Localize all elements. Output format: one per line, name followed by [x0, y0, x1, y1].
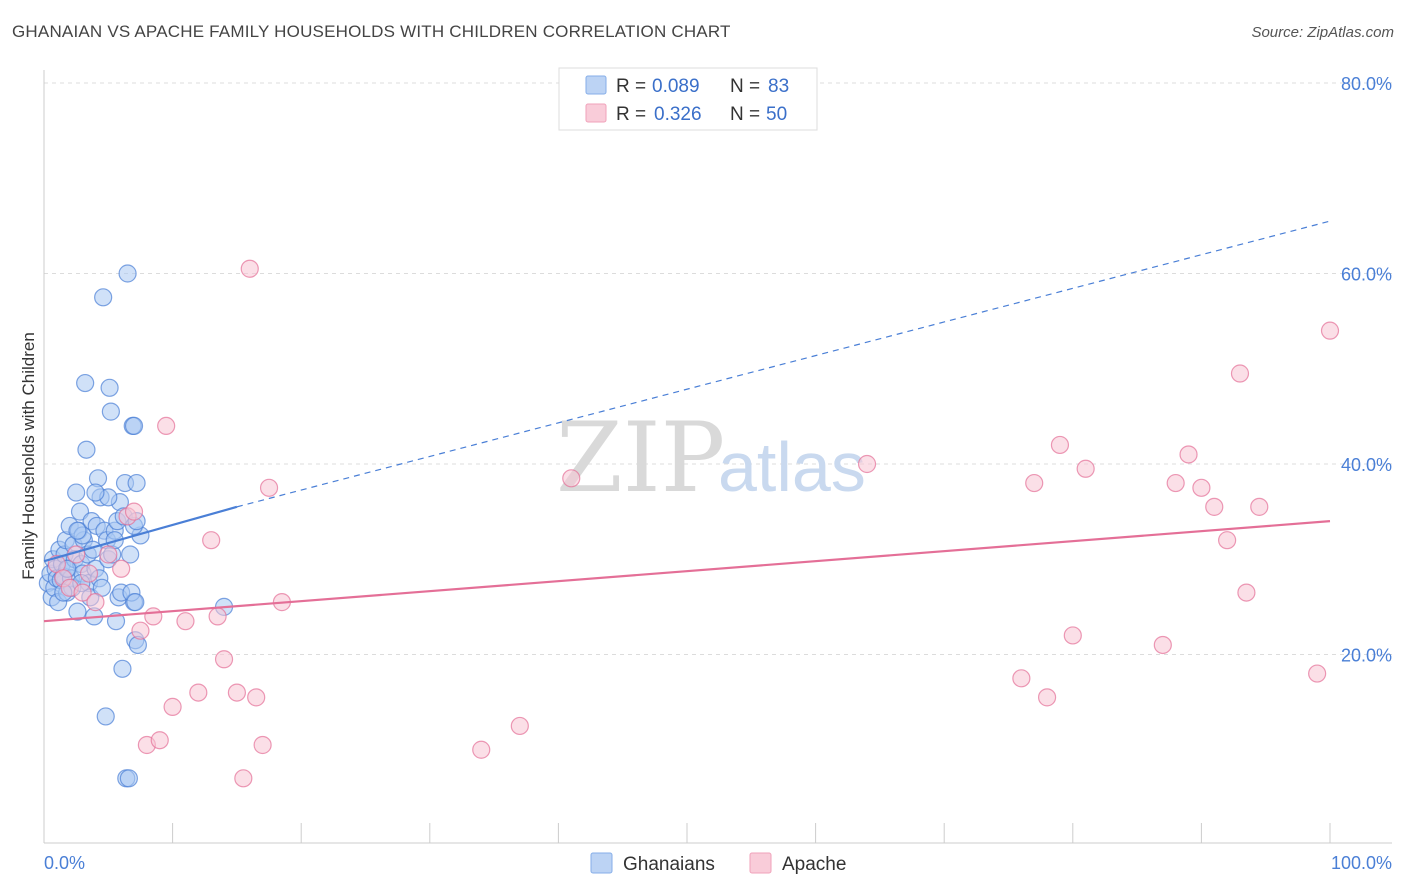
- point-ghanaians: [121, 545, 140, 564]
- legend-r-label: R =: [616, 76, 646, 97]
- point-ghanaians: [126, 593, 145, 612]
- legend-swatch-apache: [585, 103, 607, 123]
- chart-title: GHANAIAN VS APACHE FAMILY HOUSEHOLDS WIT…: [12, 22, 731, 41]
- point-apache: [1237, 583, 1256, 602]
- point-ghanaians: [118, 264, 137, 283]
- point-apache: [1037, 688, 1057, 707]
- legend-n-value: 83: [768, 76, 789, 97]
- point-ghanaians: [124, 416, 144, 435]
- point-apache: [1153, 635, 1172, 655]
- y-axis-title: Family Households with Children: [19, 332, 38, 580]
- point-apache: [227, 683, 246, 702]
- legend-n-label: N =: [730, 76, 760, 97]
- point-ghanaians: [100, 378, 119, 397]
- point-apache: [99, 545, 118, 564]
- data-points: [38, 259, 1340, 788]
- trend-extension-ghanaians: [236, 220, 1331, 508]
- point-apache: [1179, 445, 1198, 464]
- bottom-legend-apache: Apache: [782, 854, 846, 875]
- point-ghanaians: [68, 521, 87, 540]
- point-apache: [150, 731, 169, 750]
- y-tick-label: 80.0%: [1341, 74, 1392, 94]
- correlation-legend: R = 0.089 N = 83 R = 0.326 N = 50: [558, 67, 818, 131]
- point-apache: [1063, 626, 1082, 645]
- watermark-zip: ZIP: [556, 402, 725, 514]
- point-apache: [1218, 531, 1237, 550]
- x-tick-label: 0.0%: [44, 853, 85, 873]
- point-ghanaians: [127, 473, 146, 493]
- point-apache: [259, 478, 279, 497]
- point-apache: [86, 593, 105, 612]
- point-apache: [253, 735, 272, 755]
- trend-line-apache: [43, 520, 1331, 623]
- point-ghanaians: [94, 288, 113, 307]
- legend-n-value: 50: [766, 104, 787, 125]
- trend-line-ghanaians: [43, 505, 238, 563]
- point-apache: [214, 650, 234, 669]
- point-ghanaians: [68, 602, 87, 621]
- tick-labels: 20.0% 40.0% 60.0% 80.0% 0.0% 100.0%: [44, 74, 1392, 873]
- point-apache: [1192, 478, 1211, 497]
- y-tick-label: 60.0%: [1341, 265, 1392, 285]
- point-apache: [112, 559, 131, 578]
- point-ghanaians: [119, 769, 138, 788]
- point-ghanaians: [96, 707, 115, 726]
- point-apache: [562, 469, 581, 488]
- legend-r-value: 0.089: [652, 76, 700, 97]
- point-ghanaians: [86, 483, 105, 502]
- point-apache: [157, 416, 176, 435]
- legend-r-value: 0.326: [654, 104, 702, 125]
- legend-r-label: R =: [616, 104, 646, 125]
- legend-swatch-ghanaians: [585, 75, 607, 95]
- point-apache: [857, 454, 877, 474]
- y-tick-label: 20.0%: [1341, 646, 1392, 666]
- bottom-swatch-apache: [749, 852, 772, 874]
- point-apache: [163, 697, 182, 716]
- point-apache: [1205, 497, 1224, 516]
- axes: [43, 70, 1392, 844]
- series-ghanaians: [38, 264, 234, 788]
- point-apache: [1025, 473, 1044, 493]
- point-apache: [1076, 459, 1095, 478]
- point-apache: [124, 502, 144, 521]
- legend-n-label: N =: [730, 104, 760, 125]
- bottom-swatch-ghanaians: [590, 852, 613, 874]
- point-apache: [472, 740, 491, 759]
- source-label: Source: ZipAtlas.com: [1251, 24, 1394, 41]
- point-apache: [510, 716, 529, 736]
- point-apache: [1012, 669, 1031, 688]
- point-apache: [234, 769, 253, 788]
- point-ghanaians: [77, 440, 96, 459]
- point-ghanaians: [67, 483, 86, 502]
- point-apache: [73, 583, 92, 602]
- point-ghanaians: [113, 659, 132, 678]
- point-apache: [240, 259, 259, 278]
- point-apache: [189, 683, 208, 702]
- bottom-legend-ghanaians: Ghanaians: [623, 854, 715, 875]
- point-apache: [208, 607, 227, 626]
- point-apache: [202, 531, 221, 550]
- point-apache: [1320, 321, 1340, 340]
- watermark-atlas: atlas: [718, 428, 866, 506]
- grid-lines: [44, 82, 1392, 655]
- point-apache: [1050, 435, 1070, 455]
- series-legend: Ghanaians Apache: [590, 852, 846, 875]
- point-apache: [144, 607, 163, 626]
- point-apache: [176, 612, 195, 631]
- point-apache: [131, 621, 150, 640]
- y-tick-label: 40.0%: [1341, 455, 1392, 475]
- trend-lines: [43, 220, 1331, 623]
- series-apache: [47, 259, 1340, 788]
- point-ghanaians: [76, 373, 95, 393]
- x-tick-label: 100.0%: [1331, 853, 1392, 873]
- point-apache: [79, 564, 99, 583]
- point-apache: [1250, 497, 1269, 516]
- point-apache: [247, 688, 266, 707]
- point-ghanaians: [101, 402, 120, 421]
- point-apache: [1230, 364, 1250, 383]
- point-apache: [1308, 664, 1327, 683]
- point-apache: [1166, 473, 1185, 493]
